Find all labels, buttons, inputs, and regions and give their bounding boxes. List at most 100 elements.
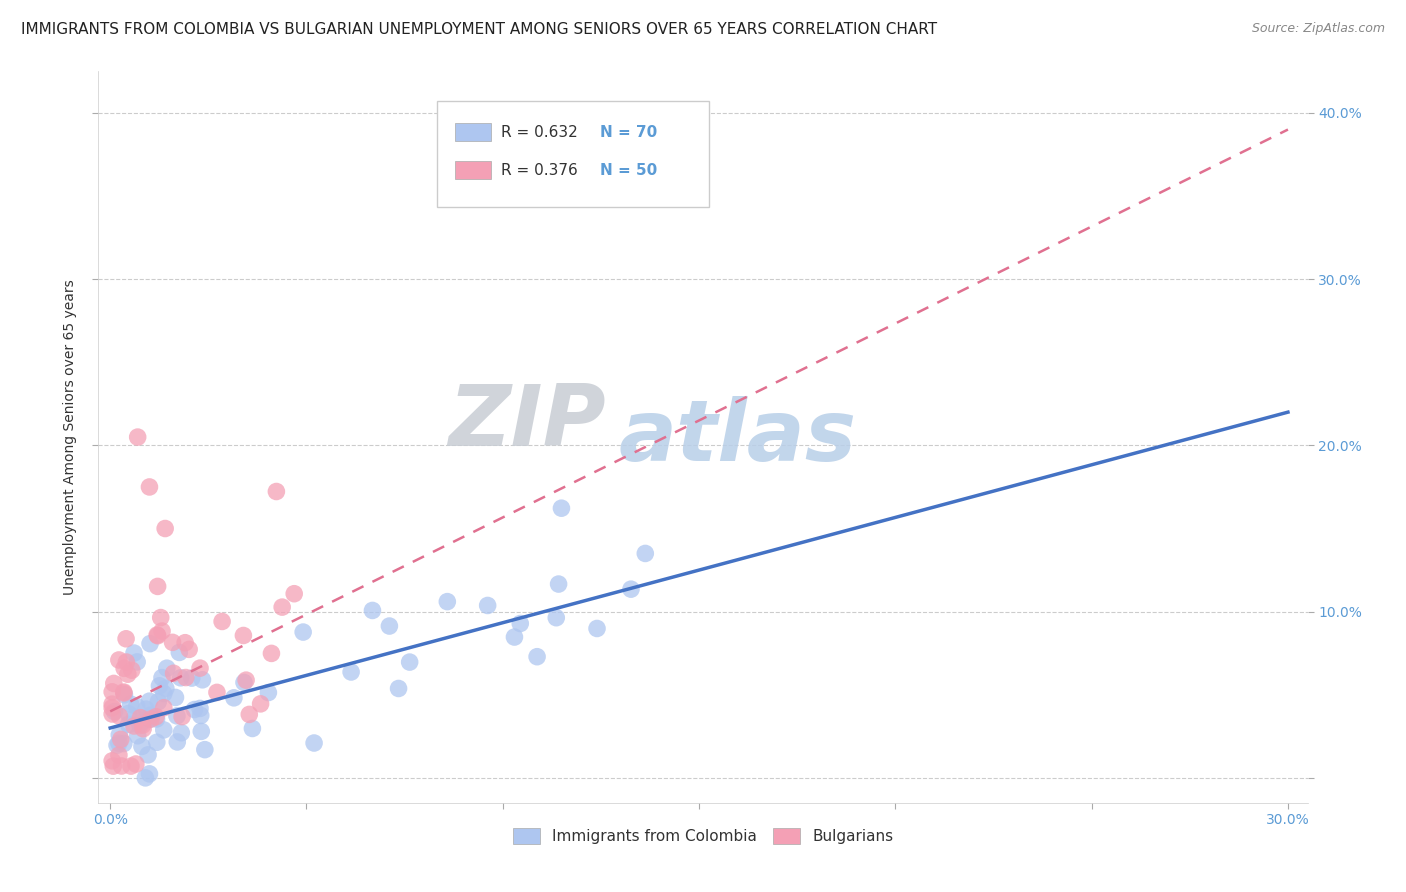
Point — [620, 582, 643, 597]
Point — [170, 725, 193, 739]
Point — [235, 673, 257, 687]
Point — [139, 709, 162, 723]
Text: R = 0.632: R = 0.632 — [501, 125, 578, 139]
Point — [128, 716, 150, 731]
Point — [103, 676, 125, 690]
Point — [232, 628, 254, 642]
Point — [145, 710, 167, 724]
Point — [101, 701, 124, 715]
Point — [112, 737, 135, 751]
Point — [271, 600, 294, 615]
Point — [101, 685, 124, 699]
Point — [634, 546, 657, 560]
Point — [641, 164, 664, 178]
Point — [170, 709, 193, 723]
Point — [101, 754, 124, 768]
Point — [174, 636, 197, 650]
Point — [550, 501, 572, 516]
Point — [477, 599, 499, 613]
Point — [105, 738, 128, 752]
Point — [387, 681, 409, 696]
Point — [149, 610, 172, 624]
Point — [156, 661, 179, 675]
Point — [153, 687, 176, 701]
Point — [138, 713, 160, 727]
Point — [125, 757, 148, 772]
Point — [222, 690, 245, 705]
FancyBboxPatch shape — [437, 101, 709, 207]
Point — [546, 610, 568, 624]
Point — [150, 624, 173, 638]
Text: IMMIGRANTS FROM COLOMBIA VS BULGARIAN UNEMPLOYMENT AMONG SENIORS OVER 65 YEARS C: IMMIGRANTS FROM COLOMBIA VS BULGARIAN UN… — [21, 22, 938, 37]
Point — [135, 702, 157, 716]
Point — [117, 706, 139, 721]
Point — [188, 701, 211, 715]
Text: R = 0.376: R = 0.376 — [501, 162, 578, 178]
Point — [139, 712, 162, 726]
Point — [191, 673, 214, 687]
Point — [125, 699, 148, 714]
Point — [586, 622, 609, 636]
Point — [120, 759, 142, 773]
Point — [139, 637, 162, 651]
Point — [129, 711, 152, 725]
Y-axis label: Unemployment Among Seniors over 65 years: Unemployment Among Seniors over 65 years — [63, 279, 77, 595]
Point — [153, 521, 176, 535]
Point — [436, 594, 458, 608]
Point — [138, 480, 160, 494]
Point — [165, 690, 187, 705]
Point — [183, 702, 205, 716]
Point — [122, 719, 145, 733]
Point — [526, 649, 548, 664]
Point — [150, 671, 173, 685]
Point — [110, 732, 132, 747]
Point — [112, 685, 135, 699]
Point — [146, 629, 169, 643]
Point — [121, 663, 143, 677]
Point — [127, 729, 149, 743]
Point — [249, 697, 271, 711]
Point — [153, 700, 176, 714]
Point — [101, 697, 124, 711]
Point — [124, 710, 146, 724]
Text: ZIP: ZIP — [449, 381, 606, 464]
Point — [260, 647, 283, 661]
Point — [131, 739, 153, 754]
Point — [166, 735, 188, 749]
Point — [205, 685, 228, 699]
Point — [146, 628, 169, 642]
Point — [127, 430, 149, 444]
Point — [110, 759, 132, 773]
Point — [242, 722, 264, 736]
Point — [188, 661, 211, 675]
Point — [108, 653, 131, 667]
Point — [194, 742, 217, 756]
Text: atlas: atlas — [619, 395, 856, 479]
Point — [361, 603, 384, 617]
Point — [108, 709, 131, 723]
Point — [108, 736, 131, 750]
Point — [233, 675, 256, 690]
Point — [115, 655, 138, 669]
Point — [115, 632, 138, 646]
Point — [132, 722, 155, 736]
Point — [179, 642, 201, 657]
Point — [138, 767, 160, 781]
Point — [146, 735, 169, 749]
Point — [148, 679, 170, 693]
Point — [398, 655, 420, 669]
Point — [108, 728, 131, 742]
Point — [131, 718, 153, 732]
Point — [509, 616, 531, 631]
Point — [162, 666, 184, 681]
Point — [257, 685, 280, 699]
Point — [503, 630, 526, 644]
Point — [146, 579, 169, 593]
Point — [292, 625, 315, 640]
Text: N = 70: N = 70 — [600, 125, 658, 139]
Point — [129, 718, 152, 732]
Point — [138, 694, 160, 708]
Point — [266, 484, 288, 499]
Text: N = 50: N = 50 — [600, 162, 658, 178]
Bar — [456, 123, 492, 141]
